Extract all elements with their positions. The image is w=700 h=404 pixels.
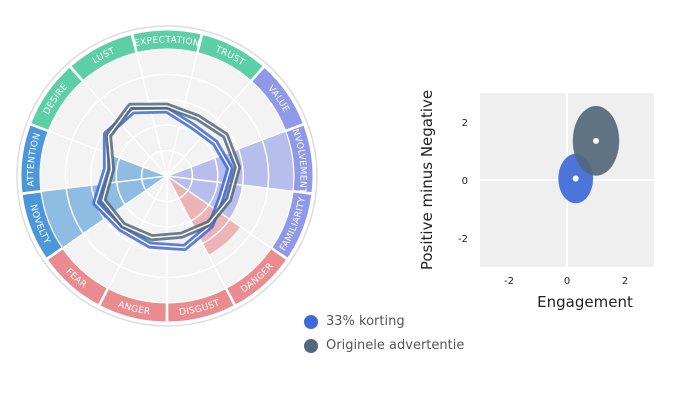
radar-segment-anger bbox=[99, 288, 167, 323]
radar-segment-novelty bbox=[21, 191, 63, 259]
radar-segment-fear bbox=[46, 248, 108, 306]
scatter-xtick-0: -2 bbox=[504, 276, 514, 287]
scatter-point-originele-advertentie bbox=[593, 137, 599, 144]
legend-item-originele-advertentie: Originele advertentie bbox=[304, 338, 464, 353]
radar-spoke-12 bbox=[82, 80, 168, 177]
scatter-point-33-korting bbox=[572, 175, 579, 182]
engagement-scatter-chart: -2 0 2 2 0 -2 Engagement Positive minus … bbox=[418, 90, 654, 311]
legend-swatch-originele-advertentie bbox=[304, 338, 318, 353]
legend-item-33-korting: 33% korting bbox=[304, 314, 405, 329]
radar-highlight-danger bbox=[167, 176, 241, 255]
scatter-xtick-1: 0 bbox=[564, 276, 570, 287]
scatter-ytick-0: -2 bbox=[458, 234, 468, 245]
radar-segment-desire bbox=[30, 66, 83, 131]
scatter-y-axis-title: Positive minus Negative bbox=[418, 90, 436, 270]
radar-highlight-attention bbox=[109, 155, 167, 183]
radar-highlight-involvement bbox=[167, 130, 294, 192]
radar-segment-involvement bbox=[285, 124, 314, 194]
legend-label-33-korting: 33% korting bbox=[326, 314, 405, 329]
radar-spoke-0 bbox=[135, 52, 168, 177]
radar-segment-expectation bbox=[132, 29, 202, 54]
radar-segment-trust bbox=[197, 33, 264, 82]
scatter-ytick-2: 2 bbox=[462, 118, 468, 129]
scatter-x-axis-title: Engagement bbox=[537, 293, 633, 311]
scatter-xtick-2: 2 bbox=[622, 276, 628, 287]
radar-segment-value bbox=[251, 66, 304, 131]
radar-segment-danger bbox=[226, 248, 288, 306]
radar-segment-label-expectation: EXPECTATION bbox=[133, 35, 200, 49]
emotion-radar-chart: EXPECTATIONTRUSTVALUEINVOLVEMENTFAMILIAR… bbox=[0, 0, 318, 327]
radar-series-inner-originele-advertentie bbox=[102, 105, 239, 239]
radar-segment-attention bbox=[20, 124, 49, 194]
legend-label-originele-advertentie: Originele advertentie bbox=[326, 338, 465, 353]
legend-swatch-33-korting bbox=[304, 314, 318, 329]
radar-segment-disgust bbox=[167, 288, 235, 323]
scatter-ytick-1: 0 bbox=[462, 176, 468, 187]
radar-spoke-3 bbox=[166, 130, 287, 177]
radar-segment-familiarity bbox=[271, 191, 313, 259]
radar-segment-lust bbox=[70, 33, 137, 82]
